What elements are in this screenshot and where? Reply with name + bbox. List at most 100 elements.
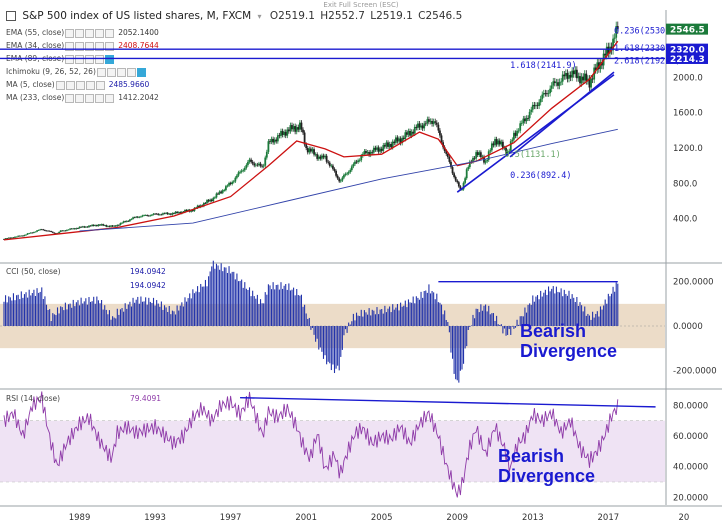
candle-body <box>265 151 268 158</box>
indicator-control-icon[interactable] <box>65 80 75 90</box>
candle-body <box>481 156 484 158</box>
indicator-control-icon[interactable] <box>136 67 146 77</box>
candle-body <box>28 233 31 235</box>
candle-body <box>457 182 460 187</box>
candle-body <box>462 182 465 190</box>
candle-body <box>42 229 45 231</box>
candle-body <box>399 138 402 144</box>
candle-body <box>202 203 205 207</box>
indicator-control-icon[interactable] <box>116 67 126 77</box>
indicator-control-icon[interactable] <box>95 80 105 90</box>
cci-legend-value: 194.0942 <box>130 267 166 276</box>
candle-body <box>132 217 134 219</box>
candle-body <box>251 161 254 164</box>
indicator-row[interactable]: Ichimoku (9, 26, 52, 26) <box>6 66 146 78</box>
dropdown-chevron-icon[interactable]: ▾ <box>257 12 262 21</box>
indicator-control-icon[interactable] <box>105 28 115 38</box>
candle-body <box>297 127 300 130</box>
candle-body <box>369 151 372 156</box>
candle-body <box>94 225 97 226</box>
indicator-row[interactable]: MA (233, close) 1412.2042 <box>6 92 159 104</box>
candle-body <box>363 150 366 155</box>
candle-body <box>506 151 509 154</box>
candle-body <box>365 150 367 154</box>
candle-body <box>234 177 237 182</box>
candle-body <box>273 139 276 143</box>
indicator-control-icon[interactable] <box>75 80 85 90</box>
candle-body <box>78 226 81 229</box>
candle-body <box>166 212 169 215</box>
candle-body <box>517 130 520 132</box>
indicator-control-icon[interactable] <box>55 80 65 90</box>
indicator-control-icon[interactable] <box>96 67 106 77</box>
candle-body <box>563 74 566 77</box>
candle-body <box>557 82 559 86</box>
candle-body <box>264 157 267 166</box>
indicator-control-icon[interactable] <box>75 41 85 51</box>
time-axis-tick: 2001 <box>295 513 317 523</box>
indicator-control-icon[interactable] <box>65 41 75 51</box>
indicator-control-icon[interactable] <box>75 28 85 38</box>
indicator-label: MA (233, close) <box>6 93 65 102</box>
indicator-control-icon[interactable] <box>126 67 136 77</box>
candle-body <box>446 153 449 157</box>
candle-body <box>574 69 577 75</box>
cci-axis-tick: 0.0000 <box>673 322 703 332</box>
candle-body <box>154 213 156 215</box>
candle-body <box>69 228 71 230</box>
indicator-control-icon[interactable] <box>106 67 116 77</box>
indicator-control-icon[interactable] <box>65 28 75 38</box>
candle-body <box>486 159 489 162</box>
candle-body <box>36 230 38 232</box>
candle-body <box>316 154 319 159</box>
candle-body <box>143 215 145 217</box>
exit-fullscreen-label[interactable]: Exit Full Screen (ESC) <box>323 1 399 9</box>
candle-body <box>583 73 586 81</box>
indicator-control-icon[interactable] <box>85 80 95 90</box>
candle-body <box>58 231 60 234</box>
indicator-row[interactable]: EMA (34, close) 2408.7644 <box>6 40 159 52</box>
candle-body <box>20 235 23 237</box>
candle-body <box>179 212 182 214</box>
candle-body <box>232 181 235 183</box>
indicator-control-icon[interactable] <box>95 41 105 51</box>
candle-body <box>133 217 136 219</box>
candle-body <box>522 118 525 123</box>
indicator-control-icon[interactable] <box>85 93 95 103</box>
candle-body <box>91 224 94 227</box>
candle-body <box>209 199 212 202</box>
indicator-control-icon[interactable] <box>105 93 115 103</box>
candle-body <box>561 74 564 82</box>
candle-body <box>347 172 350 174</box>
candle-body <box>335 170 337 176</box>
candle-body <box>111 225 114 227</box>
indicator-control-icon[interactable] <box>65 93 75 103</box>
indicator-control-icon[interactable] <box>95 28 105 38</box>
indicator-control-icon[interactable] <box>95 93 105 103</box>
indicator-control-icon[interactable] <box>85 28 95 38</box>
candle-body <box>568 74 570 79</box>
indicator-control-icon[interactable] <box>105 41 115 51</box>
candle-body <box>325 155 328 162</box>
collapse-icon[interactable] <box>6 11 16 21</box>
candle-body <box>121 222 123 224</box>
chart-title: S&P 500 index of US listed shares, M, FX… <box>22 10 252 22</box>
candle-body <box>177 212 180 213</box>
indicator-row[interactable]: MA (5, close) 2485.9660 <box>6 79 149 91</box>
candle-body <box>70 228 73 230</box>
candle-body <box>122 221 125 223</box>
indicator-control-icon[interactable] <box>85 41 95 51</box>
candle-body <box>580 76 583 84</box>
candle-body <box>298 122 301 130</box>
candle-body <box>168 213 171 215</box>
candle-body <box>207 200 210 202</box>
fib-label: 0.5(1131.1) <box>504 150 560 160</box>
candle-body <box>245 164 248 168</box>
candle-body <box>407 131 410 135</box>
candle-body <box>385 142 388 147</box>
candle-body <box>72 228 75 230</box>
price-label: 2214.3 <box>670 55 705 65</box>
indicator-control-icon[interactable] <box>75 93 85 103</box>
indicator-row[interactable]: EMA (55, close) 2052.1400 <box>6 27 159 39</box>
